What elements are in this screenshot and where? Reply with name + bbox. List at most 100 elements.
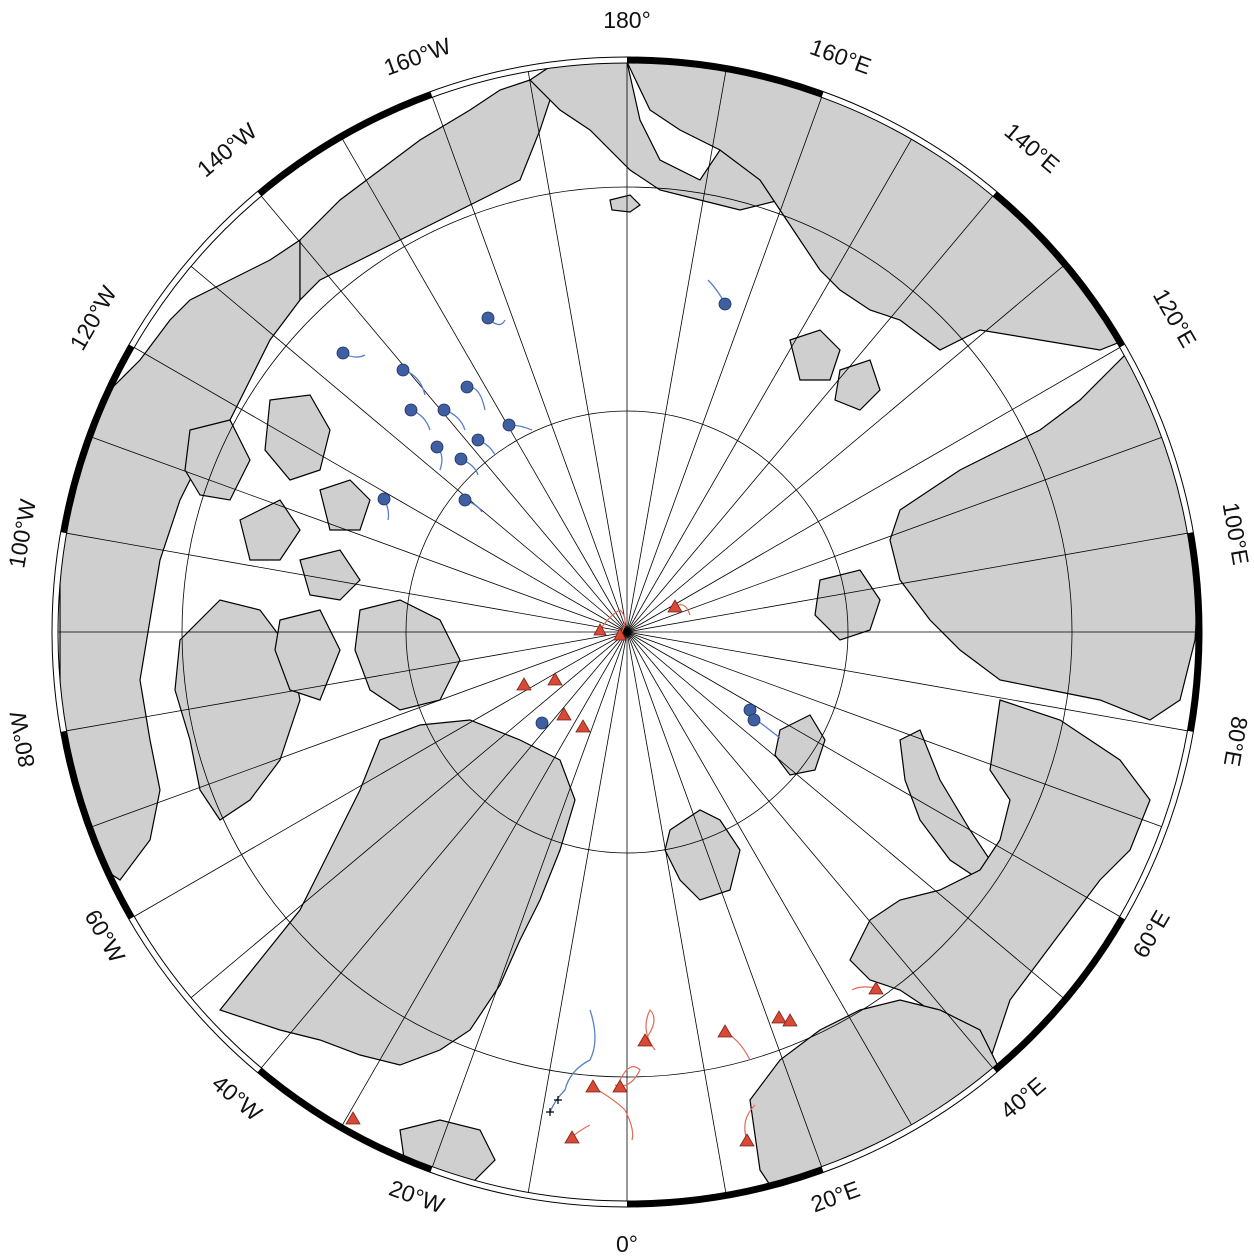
label-lon-140e: 140°E [1000, 118, 1065, 178]
meridian-line [626, 631, 1064, 999]
meridian-line [626, 139, 912, 633]
meridian-line [626, 532, 1188, 633]
blue-circle-buoy [404, 403, 418, 417]
label-lon-160e: 160°E [807, 34, 875, 80]
blue-circle-buoy [471, 433, 485, 447]
blue-circle-buoy [430, 440, 444, 454]
frame-dark-segment [626, 57, 824, 98]
red-triangle-buoy [739, 1133, 755, 1147]
label-lon-40w: 40°W [207, 1070, 267, 1126]
blue-circle-buoy [535, 716, 549, 730]
label-lon-100e: 100°E [1218, 500, 1254, 566]
label-lon-120e: 120°E [1148, 284, 1202, 351]
frame-dark-segment [626, 1166, 824, 1207]
meridian-line [342, 139, 628, 633]
frame-dark-segment [992, 916, 1125, 1073]
meridian-line [626, 347, 1121, 633]
arctic-archipelago-land-2 [274, 609, 341, 701]
franz-josef-land [774, 714, 826, 776]
graticule [58, 63, 1196, 1201]
meridian-line [260, 631, 628, 1069]
red-track [644, 1008, 656, 1051]
label-lon-140w: 140°W [192, 117, 262, 182]
meridian-line [626, 437, 1162, 633]
red-track [599, 609, 626, 636]
red-triangle-buoy [345, 1111, 361, 1125]
red-triangle-buoy [564, 1130, 580, 1144]
meridian-line [626, 631, 994, 1069]
meridian-line [190, 631, 628, 999]
label-lon-40e: 40°E [995, 1072, 1050, 1124]
label-lon-100w: 100°W [3, 497, 41, 570]
red-triangle-buoy [575, 719, 591, 733]
meridian-line [134, 347, 628, 633]
frame-dark-segment [257, 1067, 433, 1173]
blue-circle-buoy [747, 713, 761, 727]
blue-circle-buoy [336, 346, 350, 360]
red-triangle-buoy [612, 1079, 628, 1093]
label-lon-20w: 20°W [386, 1175, 448, 1219]
blue-circle-buoy [458, 493, 472, 507]
meridian-line [66, 532, 628, 633]
cross-marker [554, 1096, 562, 1104]
meridian-line [626, 631, 822, 1167]
label-lon-120w: 120°W [64, 281, 121, 354]
frame-arcs [60, 57, 1202, 1207]
red-track [592, 1086, 634, 1141]
frame-dark-segment [257, 91, 433, 197]
meridian-line [342, 631, 628, 1126]
red-triangle-buoy [556, 707, 572, 721]
blue-circle-buoy [396, 363, 410, 377]
meridian-line [92, 437, 628, 633]
arctic-archipelago-land-5 [184, 419, 251, 501]
red-triangle-buoy [717, 1024, 733, 1038]
meridian-line [134, 631, 628, 917]
taymyr-land [889, 328, 1196, 721]
red-triangle-buoy [613, 627, 627, 641]
frame-dark-segment [60, 730, 135, 920]
meridian-line [190, 265, 628, 633]
red-triangle-buoy [782, 1013, 798, 1027]
frame-dark-segment [992, 191, 1125, 348]
blue-circle-buoy [437, 403, 451, 417]
label-lon-80e: 80°E [1219, 714, 1253, 768]
red-triangle-buoy [637, 1033, 653, 1047]
red-triangle-buoy [868, 981, 884, 995]
blue-circle-buoy [481, 311, 495, 325]
blue-circle-buoy [502, 418, 516, 432]
frame-dark-segment [60, 344, 135, 534]
blue-circle-buoy [377, 492, 391, 506]
meridian-line [626, 631, 727, 1193]
baffin-island-land [174, 599, 301, 821]
label-lon-180: 180° [603, 7, 651, 33]
meridian-line [626, 265, 1064, 633]
blue-circle-buoy [718, 297, 732, 311]
map-frame [51, 56, 1203, 1208]
red-triangle-buoy [667, 599, 683, 613]
arctic-archipelago-land-1 [299, 549, 361, 601]
cross-markers [546, 1096, 562, 1116]
new-siberian-islands-land [789, 329, 841, 381]
meridian-line [626, 71, 727, 633]
red-triangle-buoy [516, 677, 532, 691]
red-triangle-buoy [771, 1010, 787, 1024]
meridian-line [527, 71, 628, 633]
meridian-line [626, 631, 1162, 827]
label-lon-0: 0° [616, 1231, 638, 1257]
svalbard-land [664, 809, 741, 901]
meridian-line [432, 631, 628, 1167]
red-buoys [345, 599, 884, 1147]
new-siberian-islands-land-2 [834, 359, 881, 411]
label-lon-160w: 160°W [380, 32, 454, 80]
meridian-line [527, 631, 628, 1193]
meridian-line [432, 97, 628, 633]
red-triangle-buoy [585, 1079, 601, 1093]
label-lon-80w: 80°W [4, 709, 39, 769]
meridian-line [626, 97, 822, 633]
banks-island-land [264, 394, 331, 481]
meridian-line [626, 631, 1121, 917]
blue-circle-buoy [460, 380, 474, 394]
land-masses [59, 63, 1196, 1201]
